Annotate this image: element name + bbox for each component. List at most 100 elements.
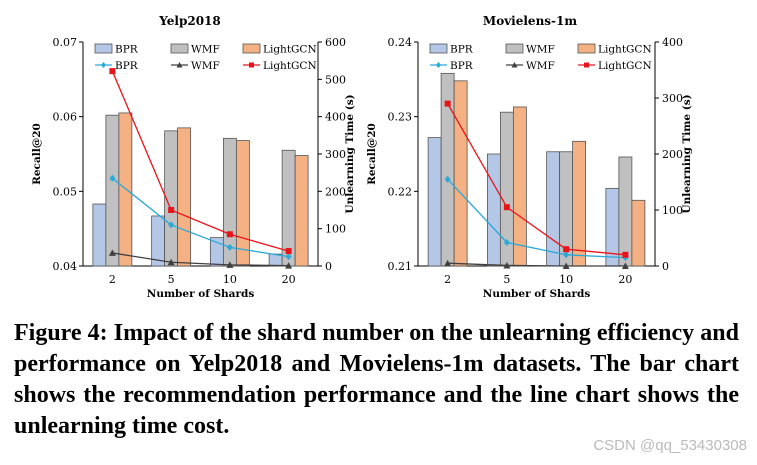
chart2-point-bpr xyxy=(563,251,570,259)
chart1-point-lightgcn xyxy=(226,231,233,238)
chart1-left-tick-label: 0.05 xyxy=(53,185,78,198)
chart2-legend-marker xyxy=(584,62,589,68)
chart1-point-wmf xyxy=(226,261,234,268)
chart2-point-lightgcn xyxy=(563,246,570,253)
chart1-legend-label-line-wmf: WMF xyxy=(191,60,220,72)
chart2-legend-marker xyxy=(436,62,441,68)
chart2-point-wmf xyxy=(621,262,629,269)
chart1-legend-label-bar-wmf: WMF xyxy=(191,44,220,56)
chart1-right-tick-label: 500 xyxy=(325,73,346,86)
chart1-legend-marker xyxy=(176,62,183,68)
chart1-line-bpr xyxy=(111,177,289,258)
chart1-point-lightgcn xyxy=(285,248,292,255)
chart1-right-tick-label: 600 xyxy=(325,36,346,49)
chart2-point-wmf xyxy=(444,259,452,267)
chart2-legend-label-bar-wmf: WMF xyxy=(526,44,555,56)
chart1-legend-swatch-bar-wmf xyxy=(170,43,189,54)
chart2-bar-bpr xyxy=(546,151,561,267)
chart1-point-bpr xyxy=(109,174,116,182)
chart1-x-tick-label: 5 xyxy=(168,273,175,286)
chart1-left-tick-label: 0.04 xyxy=(53,260,78,273)
chart1-right-tick-label: 0 xyxy=(325,260,332,273)
chart2-legend-swatch-bar-lightgcn xyxy=(577,43,596,54)
chart2-point-wmf xyxy=(562,262,570,269)
chart2-legend-label-bar-bpr: BPR xyxy=(450,44,474,56)
chart2-point-bpr xyxy=(444,175,451,183)
chart2-point-lightgcn xyxy=(503,204,510,211)
chart1-point-wmf xyxy=(285,262,293,269)
chart1-bar-wmf xyxy=(105,114,120,267)
chart2-left-tick-label: 0.22 xyxy=(388,185,413,198)
chart2-right-tick-label: 100 xyxy=(662,204,683,217)
chart2-left-tick-label: 0.24 xyxy=(388,36,413,49)
chart1-legend-label-bar-bpr: BPR xyxy=(115,44,139,56)
chart2-line-wmf xyxy=(447,262,626,267)
chart1-legend-label-line-lightgcn: LightGCN xyxy=(263,60,317,72)
chart1-point-wmf xyxy=(108,249,116,256)
chart2-xlabel: Number of Shards xyxy=(483,288,591,300)
chart1-right-tick-label: 300 xyxy=(325,148,346,161)
chart1-legend-swatch-bar-lightgcn xyxy=(242,43,261,54)
chart2-left-tick-label: 0.21 xyxy=(388,260,413,273)
chart2-point-bpr xyxy=(503,238,510,246)
chart2-line-bpr xyxy=(447,178,626,259)
chart1-bar-lightgcn xyxy=(235,140,250,267)
chart1-point-bpr xyxy=(168,221,175,229)
chart2-legend-label-line-lightgcn: LightGCN xyxy=(598,60,652,72)
watermark: CSDN @qq_53430308 xyxy=(593,437,747,454)
chart1-legend-label-line-bpr: BPR xyxy=(115,60,139,72)
chart1-ylabel-left: Recall@20 xyxy=(31,123,43,185)
chart1-point-bpr xyxy=(285,253,292,261)
chart2-point-lightgcn xyxy=(622,251,629,258)
chart1-xlabel: Number of Shards xyxy=(147,288,255,300)
chart1-legend-swatch-bar-bpr xyxy=(94,43,113,54)
chart2-x-tick-label: 20 xyxy=(618,273,632,286)
chart2-left-tick-label: 0.23 xyxy=(388,111,413,124)
chart2-ylabel-right: Unlearning Time (s) xyxy=(681,94,693,213)
chart2-x-tick-label: 10 xyxy=(559,273,573,286)
chart2-bar-wmf xyxy=(618,156,633,267)
chart2-point-lightgcn xyxy=(444,100,451,107)
chart1-legend-marker xyxy=(101,62,106,68)
chart1-x-tick-label: 2 xyxy=(109,273,116,286)
chart2-x-tick-label: 5 xyxy=(503,273,510,286)
chart2-legend-label-bar-lightgcn: LightGCN xyxy=(598,44,652,56)
chart1-right-tick-label: 100 xyxy=(325,223,346,236)
chart1-right-tick-label: 200 xyxy=(325,185,346,198)
chart2-right-tick-label: 0 xyxy=(662,260,669,273)
chart2-x-tick-label: 2 xyxy=(444,273,451,286)
chart1-line-wmf xyxy=(112,252,289,267)
chart2-right-tick-label: 300 xyxy=(662,92,683,105)
chart1-right-tick-label: 400 xyxy=(325,111,346,124)
chart1-x-tick-label: 20 xyxy=(282,273,296,286)
chart1-x-tick-label: 10 xyxy=(223,273,237,286)
chart1-point-lightgcn xyxy=(109,68,116,75)
chart1-left-tick-label: 0.07 xyxy=(53,36,78,49)
chart2-legend-swatch-bar-bpr xyxy=(429,43,448,54)
chart2-point-wmf xyxy=(503,261,511,269)
chart1-point-bpr xyxy=(226,243,233,251)
chart1-bar-lightgcn xyxy=(294,155,309,267)
figure-caption: Figure 4: Impact of the shard number on … xyxy=(14,320,739,439)
chart2-bar-lightgcn xyxy=(631,199,646,267)
chart2-right-tick-label: 400 xyxy=(662,36,683,49)
chart2-bar-lightgcn xyxy=(572,140,587,267)
chart2-line-lightgcn xyxy=(447,103,626,256)
chart2-bar-bpr xyxy=(486,153,501,267)
chart2-title: Movielens-1m xyxy=(483,14,577,28)
chart2-right-tick-label: 200 xyxy=(662,148,683,161)
chart1-bar-lightgcn xyxy=(177,127,192,267)
chart1-point-lightgcn xyxy=(168,207,175,213)
chart2-legend-swatch-bar-wmf xyxy=(505,43,524,54)
chart1-title: Yelp2018 xyxy=(158,14,221,28)
chart2-bar-lightgcn xyxy=(453,80,468,267)
chart1-ylabel-right: Unlearning Time (s) xyxy=(344,94,356,213)
chart1-left-tick-label: 0.06 xyxy=(53,111,78,124)
chart2-legend-label-line-wmf: WMF xyxy=(526,60,555,72)
figure-panels: Yelp20180.040.050.060.070100200300400500… xyxy=(31,14,693,300)
chart2-bar-bpr xyxy=(427,137,442,267)
chart1-legend-marker xyxy=(249,62,254,68)
chart1-line-lightgcn xyxy=(111,70,289,252)
chart1-bar-bpr xyxy=(151,215,166,267)
chart1-bar-lightgcn xyxy=(118,112,133,267)
